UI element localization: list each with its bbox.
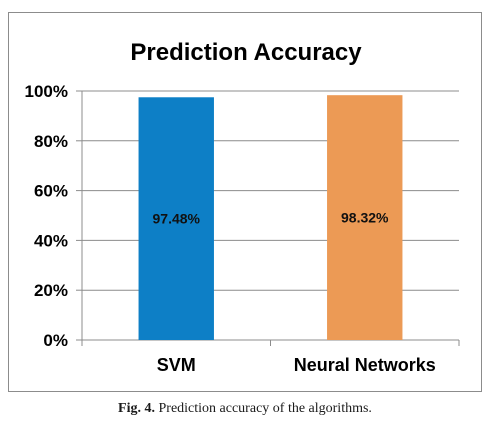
bar-chart: Prediction Accuracy 0% 20% 40% 60% 80% 100% 97… — [25, 39, 460, 375]
x-category-label: Neural Networks — [294, 355, 436, 375]
chart-title: Prediction Accuracy — [130, 39, 362, 66]
figure-caption: Fig. 4. Prediction accuracy of the algor… — [0, 401, 490, 417]
data-label: 97.48% — [153, 211, 201, 227]
chart-frame: Prediction Accuracy 0% 20% 40% 60% 80% 100% 97… — [8, 12, 482, 392]
caption-text: Prediction accuracy of the algorithms. — [158, 401, 372, 416]
y-tick-label: 60% — [34, 182, 68, 201]
bar-neural-networks — [327, 95, 403, 340]
labels: 0% 20% 40% 60% 80% 100% 97.48% SVM 98.32% Neural … — [25, 82, 436, 375]
y-tick-label: 40% — [34, 231, 68, 250]
caption-label: Fig. 4. — [118, 401, 155, 416]
y-tick-label: 80% — [34, 132, 68, 151]
bars — [138, 95, 403, 340]
y-tick-label: 0% — [43, 331, 68, 350]
y-tick-label: 20% — [34, 281, 68, 300]
data-label: 98.32% — [341, 210, 389, 226]
y-tick-label: 100% — [25, 82, 68, 101]
bar-svm — [138, 97, 214, 340]
x-category-label: SVM — [157, 355, 196, 375]
